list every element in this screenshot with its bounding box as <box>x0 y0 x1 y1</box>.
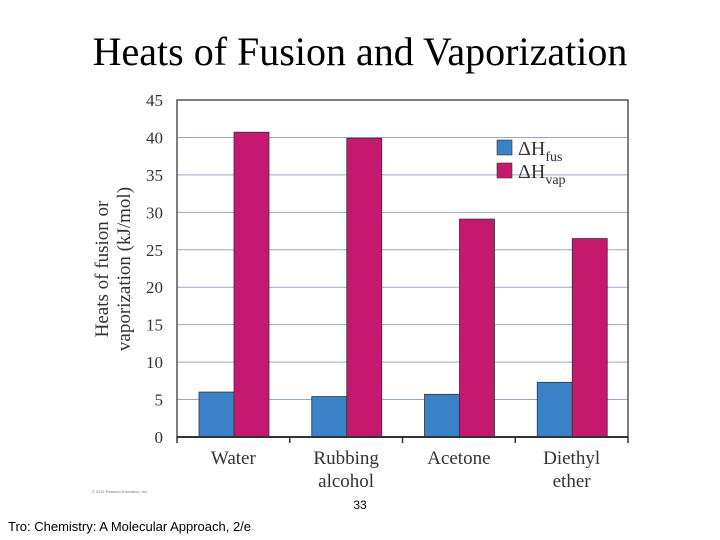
bar-vap <box>346 137 383 438</box>
bar-vap <box>233 131 270 438</box>
legend-label-vap: ΔHvap <box>518 161 566 188</box>
x-tick-label: Acetone <box>427 448 490 469</box>
bar-fus <box>198 391 235 438</box>
bar-vap <box>459 218 495 438</box>
x-tick-label: Water <box>211 448 257 469</box>
x-tick-label: ether <box>553 471 592 492</box>
y-tick-label: 45 <box>146 91 163 110</box>
x-tick-label: Diethyl <box>543 448 600 469</box>
y-tick-label: 20 <box>146 278 163 297</box>
y-tick-label: 15 <box>146 316 163 335</box>
y-tick-label: 10 <box>146 353 163 372</box>
y-axis-title: Heats of fusion or <box>92 200 113 337</box>
y-tick-label: 5 <box>155 391 164 410</box>
y-axis-title: vaporization (kJ/mol) <box>114 187 135 351</box>
y-tick-label: 30 <box>146 203 163 222</box>
y-tick-label: 25 <box>146 241 163 260</box>
y-tick-label: 0 <box>155 428 164 447</box>
legend-label-fus: ΔHfus <box>518 138 562 165</box>
slide-number: 33 <box>353 498 367 512</box>
copyright-text: © 2011 Pearson Education, Inc. <box>92 489 149 494</box>
bar-vap <box>571 238 608 438</box>
y-tick-label: 40 <box>146 128 163 147</box>
footer-text: Tro: Chemistry: A Molecular Approach, 2/… <box>8 519 252 534</box>
legend-swatch-vap <box>496 162 513 179</box>
x-tick-label: alcohol <box>318 471 374 492</box>
x-tick-label: Rubbing <box>313 448 379 469</box>
bar-fus <box>536 381 573 438</box>
y-tick-label: 35 <box>146 166 163 185</box>
legend-swatch-fus <box>496 139 513 156</box>
slide-title: Heats of Fusion and Vaporization <box>92 29 628 74</box>
bar-fus <box>424 393 460 438</box>
bar-fus <box>311 396 348 438</box>
plot-frame <box>176 99 629 437</box>
